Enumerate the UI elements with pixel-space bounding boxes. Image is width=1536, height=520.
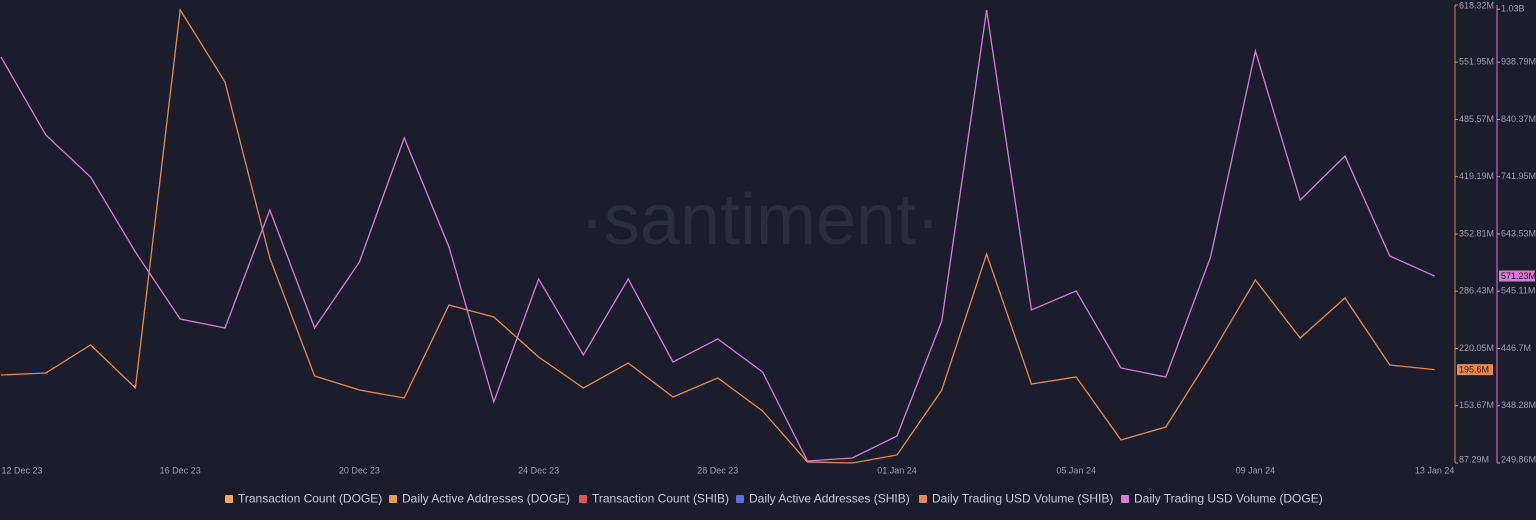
legend-label: Daily Trading USD Volume (SHIB) bbox=[932, 492, 1113, 506]
y-tick-label: 551.95M bbox=[1459, 57, 1494, 67]
x-tick-label: 28 Dec 23 bbox=[697, 465, 738, 475]
y-tick-label: 1.03B bbox=[1501, 4, 1525, 14]
legend-swatch bbox=[736, 495, 744, 503]
y-tick-label: 618.32M bbox=[1459, 0, 1494, 10]
y-tick-label: 938.79M bbox=[1501, 57, 1536, 67]
y-tick-label: 741.95M bbox=[1501, 171, 1536, 181]
legend-swatch bbox=[225, 495, 233, 503]
legend-swatch bbox=[579, 495, 587, 503]
y-tick-label: 840.37M bbox=[1501, 114, 1536, 124]
value-marker bbox=[1499, 270, 1535, 282]
y-tick-label: 87.29M bbox=[1459, 454, 1489, 464]
y-tick-label: 352.81M bbox=[1459, 228, 1494, 238]
x-tick-label: 20 Dec 23 bbox=[339, 465, 380, 475]
value-marker bbox=[1457, 364, 1493, 376]
y-tick-label: 643.53M bbox=[1501, 228, 1536, 238]
x-tick-label: 13 Jan 24 bbox=[1415, 465, 1455, 475]
series-line bbox=[0, 8, 1435, 464]
legend-swatch bbox=[389, 495, 397, 503]
legend-label: Daily Active Addresses (SHIB) bbox=[749, 492, 910, 506]
y-tick-label: 545.11M bbox=[1501, 286, 1535, 296]
series-line bbox=[0, 9, 1435, 462]
value-label: 195.6M bbox=[1459, 364, 1489, 374]
legend-swatch bbox=[919, 495, 927, 503]
y-tick-label: 220.05M bbox=[1459, 343, 1494, 353]
y-tick-label: 286.43M bbox=[1459, 286, 1494, 296]
y-tick-label: 153.67M bbox=[1459, 400, 1494, 410]
legend-label: Daily Active Addresses (DOGE) bbox=[402, 492, 570, 506]
x-tick-label: 24 Dec 23 bbox=[518, 465, 559, 475]
legend-swatch bbox=[1121, 495, 1129, 503]
x-tick-label: 01 Jan 24 bbox=[877, 465, 917, 475]
value-label: 571.23M bbox=[1501, 271, 1536, 281]
y-tick-label: 446.7M bbox=[1501, 343, 1531, 353]
y-tick-label: 485.57M bbox=[1459, 114, 1494, 124]
x-tick-label: 12 Dec 23 bbox=[1, 465, 42, 475]
x-tick-label: 16 Dec 23 bbox=[160, 465, 201, 475]
y-tick-label: 249.86M bbox=[1501, 454, 1536, 464]
x-tick-label: 05 Jan 24 bbox=[1056, 465, 1096, 475]
legend-label: Transaction Count (SHIB) bbox=[592, 492, 729, 506]
legend-label: Transaction Count (DOGE) bbox=[238, 492, 382, 506]
watermark: ·santiment· bbox=[580, 180, 940, 260]
y-tick-label: 419.19M bbox=[1459, 171, 1494, 181]
legend-label: Daily Trading USD Volume (DOGE) bbox=[1134, 492, 1323, 506]
x-tick-label: 09 Jan 24 bbox=[1236, 465, 1276, 475]
y-tick-label: 348.28M bbox=[1501, 400, 1536, 410]
